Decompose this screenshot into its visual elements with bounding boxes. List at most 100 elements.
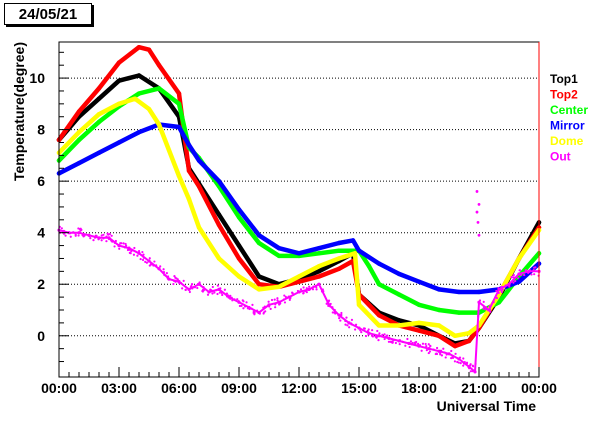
- data-point-out: [315, 286, 318, 289]
- data-point-out: [360, 331, 363, 334]
- data-point-top2: [116, 60, 122, 65]
- data-point-out: [442, 347, 445, 350]
- data-point-top2: [296, 279, 302, 284]
- data-point-out: [288, 296, 292, 299]
- data-point-out: [162, 270, 166, 274]
- data-point-center: [436, 307, 442, 313]
- data-point-out: [196, 283, 200, 286]
- data-point-out: [524, 269, 527, 272]
- data-point-out: [165, 272, 168, 275]
- data-point-center: [396, 292, 402, 297]
- data-point-out: [270, 298, 274, 302]
- data-point-out: [376, 329, 379, 333]
- data-point-mirror: [336, 240, 342, 246]
- data-point-mirror: [416, 279, 422, 284]
- data-point-out: [188, 290, 191, 294]
- data-point-top1: [116, 78, 122, 83]
- data-point-out: [221, 293, 224, 297]
- data-point-out: [283, 294, 286, 297]
- data-point-out: [359, 329, 362, 332]
- data-point-out: [510, 275, 513, 279]
- data-point-top1: [316, 269, 322, 274]
- data-point-out: [305, 287, 308, 290]
- data-point-out: [315, 288, 318, 291]
- data-point-out: [190, 283, 194, 286]
- data-point-out: [202, 286, 205, 289]
- data-point-out: [253, 311, 256, 315]
- data-point-out: [329, 302, 332, 306]
- data-point-mirror: [350, 238, 356, 243]
- data-point-out: [383, 333, 386, 336]
- data-point-out: [308, 288, 311, 291]
- data-point-out: [321, 288, 324, 291]
- series-top2: [56, 44, 542, 349]
- data-point-out: [240, 304, 243, 307]
- data-point-dome: [466, 330, 472, 336]
- data-point-out: [74, 233, 77, 236]
- data-point-out: [377, 339, 380, 342]
- data-point-top2: [416, 328, 422, 333]
- data-point-out: [139, 257, 142, 261]
- data-point-out: [409, 340, 413, 343]
- series-line-mirror: [56, 122, 542, 295]
- y-tick-label: 6: [37, 173, 45, 189]
- data-point-out: [504, 284, 507, 287]
- data-point-out: [268, 305, 271, 308]
- data-point-out: [166, 277, 169, 280]
- data-point-out: [89, 237, 92, 240]
- x-tick-label: 15:00: [341, 380, 377, 396]
- data-point-out: [482, 300, 485, 304]
- data-point-out: [64, 234, 67, 237]
- data-point-out: [454, 352, 457, 355]
- data-point-out: [354, 323, 358, 326]
- data-point-out: [406, 341, 410, 345]
- series-mirror: [56, 122, 542, 295]
- data-point-out: [383, 337, 386, 341]
- data-point-out: [482, 307, 485, 310]
- data-point-out: [305, 291, 308, 294]
- data-point-out: [406, 337, 409, 341]
- data-point-out: [207, 290, 211, 294]
- data-point-out: [445, 353, 448, 356]
- data-point-out: [459, 361, 462, 365]
- data-point-out: [213, 291, 216, 294]
- data-point-out: [497, 291, 500, 294]
- data-point-out: [184, 288, 187, 291]
- data-point-out: [136, 254, 139, 257]
- data-point-out: [124, 242, 127, 246]
- y-axis-label: Temperature(degree): [11, 42, 27, 181]
- data-point-out: [495, 289, 498, 293]
- data-point-out: [517, 277, 520, 280]
- data-point-out: [389, 340, 392, 343]
- data-point-out: [110, 239, 113, 242]
- data-point-out: [148, 259, 151, 262]
- data-point-out: [394, 341, 397, 345]
- data-point-out: [500, 286, 503, 289]
- series-line-top1: [56, 73, 542, 346]
- data-point-out: [124, 244, 128, 247]
- data-point-out: [113, 241, 116, 245]
- data-point-out: [339, 319, 342, 322]
- data-point-out: [398, 339, 401, 342]
- data-point-out: [182, 279, 185, 282]
- data-point-dome: [96, 111, 102, 117]
- data-point-out: [276, 297, 279, 300]
- data-point-out: [476, 324, 479, 327]
- x-tick-label: 12:00: [281, 380, 317, 396]
- data-point-mirror: [96, 150, 102, 156]
- data-point-dome: [256, 287, 262, 292]
- data-point-out: [162, 268, 165, 271]
- data-point-out: [220, 291, 223, 294]
- data-point-out: [148, 257, 151, 260]
- data-point-out: [105, 240, 108, 243]
- data-point-out: [218, 291, 221, 294]
- data-point-out: [327, 299, 331, 302]
- data-point-out: [236, 298, 239, 301]
- data-point-out: [514, 279, 517, 283]
- data-point-out: [219, 287, 222, 290]
- data-point-mirror: [396, 271, 402, 277]
- data-point-out: [133, 246, 136, 250]
- data-point-dome: [516, 256, 522, 261]
